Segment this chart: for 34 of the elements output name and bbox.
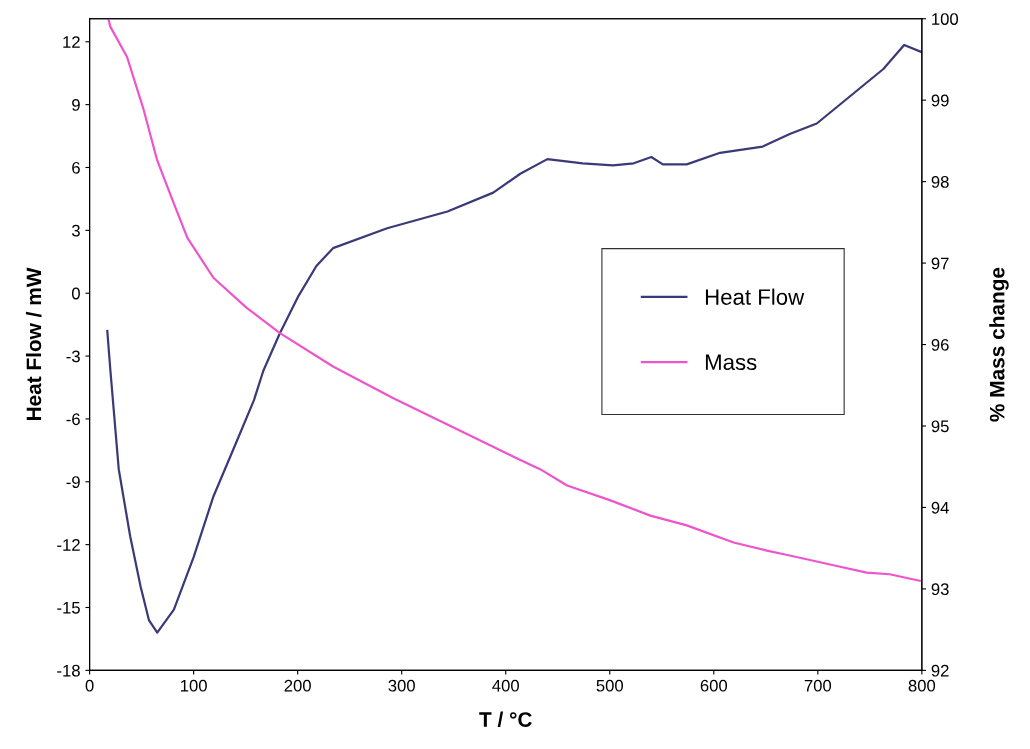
y-tick-label: -6: [66, 413, 80, 426]
x-tick-label: 500: [596, 679, 624, 692]
y-tick-label: 6: [72, 161, 80, 174]
y-tick-label: -12: [57, 539, 80, 551]
x-tick-label: 700: [804, 679, 832, 692]
y2-tick-label: 94: [931, 501, 949, 514]
y2-tick-label: 100: [932, 13, 959, 25]
y2-tick-label: 93: [931, 583, 949, 596]
y-tick-label: 0: [71, 287, 80, 300]
y-tick-label: -15: [57, 602, 80, 614]
x-tick-label: 300: [388, 679, 415, 692]
x-tick-label: 100: [181, 679, 207, 692]
y2-tick-label: 92: [931, 664, 949, 677]
y-tick-label: -3: [66, 350, 80, 363]
y2-tick-label: 95: [931, 420, 949, 433]
y-tick-label: 12: [63, 36, 80, 48]
y2-tick-label: 96: [931, 338, 949, 351]
y-tick-label: 9: [72, 99, 80, 111]
y2-tick-label: 99: [931, 94, 949, 107]
y2-tick-label: 98: [931, 176, 949, 188]
x-tick-label: 800: [908, 679, 936, 692]
x-axis-title: T / °C: [479, 711, 532, 728]
legend-label: Mass: [705, 354, 757, 371]
y2-tick-label: 97: [931, 257, 949, 270]
x-tick-label: 600: [700, 679, 728, 692]
x-tick-label: 200: [284, 679, 311, 692]
legend-label: Heat Flow: [705, 288, 805, 305]
y-axis-title: Heat Flow / mW: [25, 267, 42, 421]
y2-axis-title: % Mass change: [989, 267, 1009, 422]
x-tick-label: 0: [85, 679, 94, 692]
y-tick-label: -18: [57, 664, 80, 677]
y-tick-label: -9: [66, 476, 80, 488]
y-tick-label: 3: [71, 224, 80, 237]
x-tick-label: 400: [492, 679, 519, 692]
